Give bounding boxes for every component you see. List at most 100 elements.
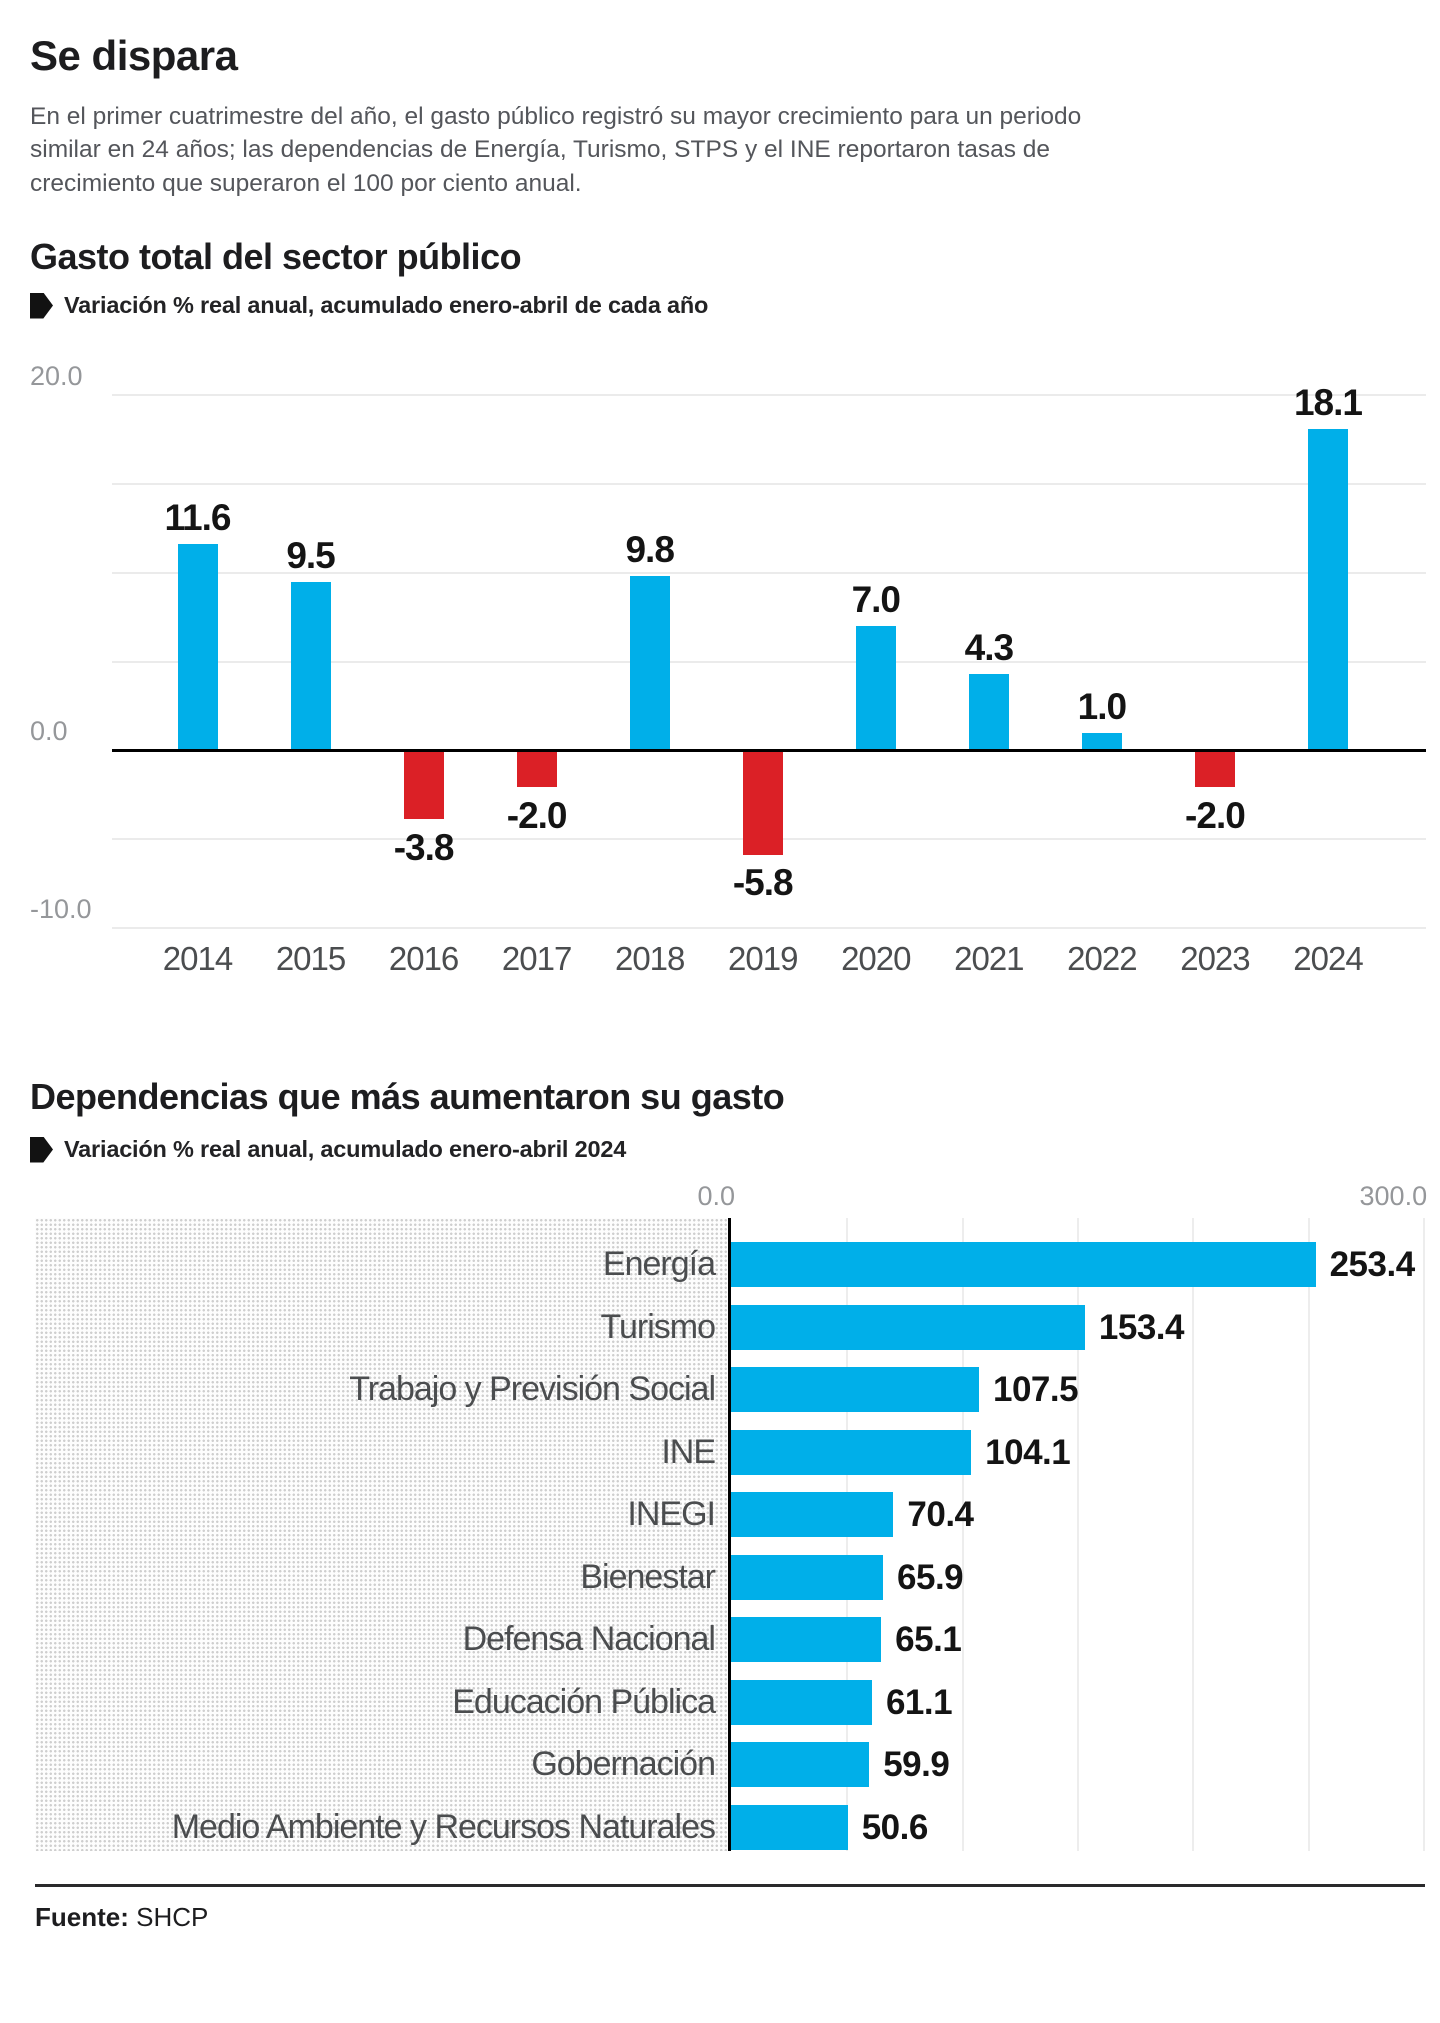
footer-divider [35,1884,1425,1887]
x-tick-label: 2019 [728,940,798,977]
category-label: Trabajo y Previsión Social [349,1370,716,1408]
gridline-v [961,1218,964,1851]
gridline-v [1192,1218,1195,1851]
legend-tag-icon [30,292,53,319]
bar-value-label: 1.0 [1077,685,1127,727]
x-tick-label: 2016 [388,940,459,977]
bar-2017 [516,751,557,788]
bar-0 [731,1242,1316,1287]
bar-value-label: 18.1 [1293,381,1363,423]
page-title: Se dispara [30,32,238,79]
y-tick-label: 0.0 [30,716,68,747]
gridline-v [1077,1218,1080,1851]
chart1-legend: Variación % real anual, acumulado enero-… [30,292,708,319]
category-label: Medio Ambiente y Recursos Naturales [171,1807,716,1846]
x-tick-label: 2014 [162,940,233,977]
category-label: Gobernación [531,1745,716,1783]
category-label: Educación Pública [452,1682,716,1721]
bar-value-label: -3.8 [393,826,455,868]
source-label: Fuente: [35,1902,129,1932]
bar-value-label: 65.1 [895,1620,962,1659]
chart2-title: Dependencias que más aumentaron su gasto [30,1076,785,1117]
bar-value-label: 153.4 [1098,1307,1185,1347]
page-description: En el primer cuatrimestre del año, el ga… [30,103,1082,197]
chart1-x-axis: 2014 2015 2016 2017 2018 2019 2020 2021 2022 2023… [112,940,1440,986]
bar-2024 [1308,428,1348,751]
gridline-h [112,927,1426,929]
category-label: INE [661,1432,716,1471]
bar-9 [731,1804,848,1850]
bar-2020 [855,625,896,751]
zero-axis-line-vertical [728,1218,731,1851]
bar-value-label: 104.1 [985,1432,1071,1472]
bar-2 [731,1367,979,1412]
bar-value-label: 59.9 [883,1745,950,1784]
y-tick-label: 20.0 [30,361,83,391]
chart1-plot: 11.6 9.5 -3.8 -2.0 9.8 -5.8 7.0 4.3 1.0 -2.0 18.1 [112,382,1426,929]
bar-2023 [1194,751,1235,788]
chart1-y-axis: 20.0 0.0 -10.0 [30,361,120,928]
bar-value-label: -5.8 [732,862,794,904]
bar-7 [731,1679,872,1725]
chart2-legend-label: Variación % real anual, acumulado enero-… [64,1136,627,1162]
bar-2018 [629,576,670,751]
x-tick-label: 2015 [275,940,346,977]
bar-value-label: 65.9 [897,1557,964,1597]
gridline-h [112,394,1426,396]
bar-value-label: 50.6 [861,1807,929,1847]
bar-value-label: 70.4 [907,1495,974,1534]
bar-3 [731,1429,972,1475]
x-tick-label: 2018 [614,940,685,977]
x-tick-label: 2017 [501,940,572,977]
x-tick-label: 300.0 [1359,1181,1428,1211]
bar-value-label: 7.0 [851,578,901,620]
bar-value-label: 107.5 [993,1370,1079,1409]
chart1-title: Gasto total del sector público [30,236,522,277]
bar-2016 [403,751,444,820]
category-label: Defensa Nacional [462,1620,716,1658]
gridline-h [112,571,1426,574]
category-label: Energía [602,1245,716,1283]
bar-2022 [1081,732,1122,751]
legend-tag-icon [30,1136,53,1163]
bar-2019 [742,751,783,855]
x-tick-label: 2022 [1067,940,1137,977]
y-tick-label: -10.0 [30,894,92,924]
bar-value-label: 61.1 [885,1682,953,1722]
bar-2021 [968,673,1009,751]
x-tick-label: 0.0 [697,1181,735,1211]
category-label: Bienestar [580,1557,716,1596]
gridline-h [112,660,1426,663]
source: Fuente: SHCP [35,1902,208,1933]
bar-value-label: -2.0 [1185,794,1246,836]
x-tick-label: 2021 [954,940,1024,977]
bar-8 [731,1742,870,1787]
category-panel [35,1218,731,1851]
bar-2015 [290,581,331,751]
category-label: Turismo [600,1307,716,1346]
gridline-v [1423,1218,1426,1851]
x-tick-label: 2023 [1180,940,1250,977]
bar-value-label: 9.5 [286,534,335,576]
chart1-legend-label: Variación % real anual, acumulado enero-… [64,292,709,318]
bar-value-label: 9.8 [625,529,674,571]
x-tick-label: 2024 [1293,940,1363,977]
bar-1 [731,1304,1085,1350]
chart2-legend: Variación % real anual, acumulado enero-… [30,1136,626,1163]
gridline-v [1307,1218,1310,1851]
bar-value-label: -2.0 [506,794,568,836]
x-tick-label: 2020 [841,940,911,977]
bar-2014 [177,544,218,751]
gridline-h [112,482,1426,485]
bar-5 [731,1554,884,1600]
bar-6 [731,1617,882,1662]
bar-4 [731,1492,894,1537]
zero-axis-line [112,748,1426,752]
bar-value-label: 11.6 [164,497,232,539]
category-label: INEGI [627,1495,716,1533]
chart2-plot: 0.0 300.0 Energía 253.4 Turismo 153.4 Trabajo … [0,1180,1440,1860]
source-value: SHCP [136,1902,209,1932]
bar-value-label: 4.3 [964,626,1014,668]
bar-value-label: 253.4 [1329,1245,1416,1284]
